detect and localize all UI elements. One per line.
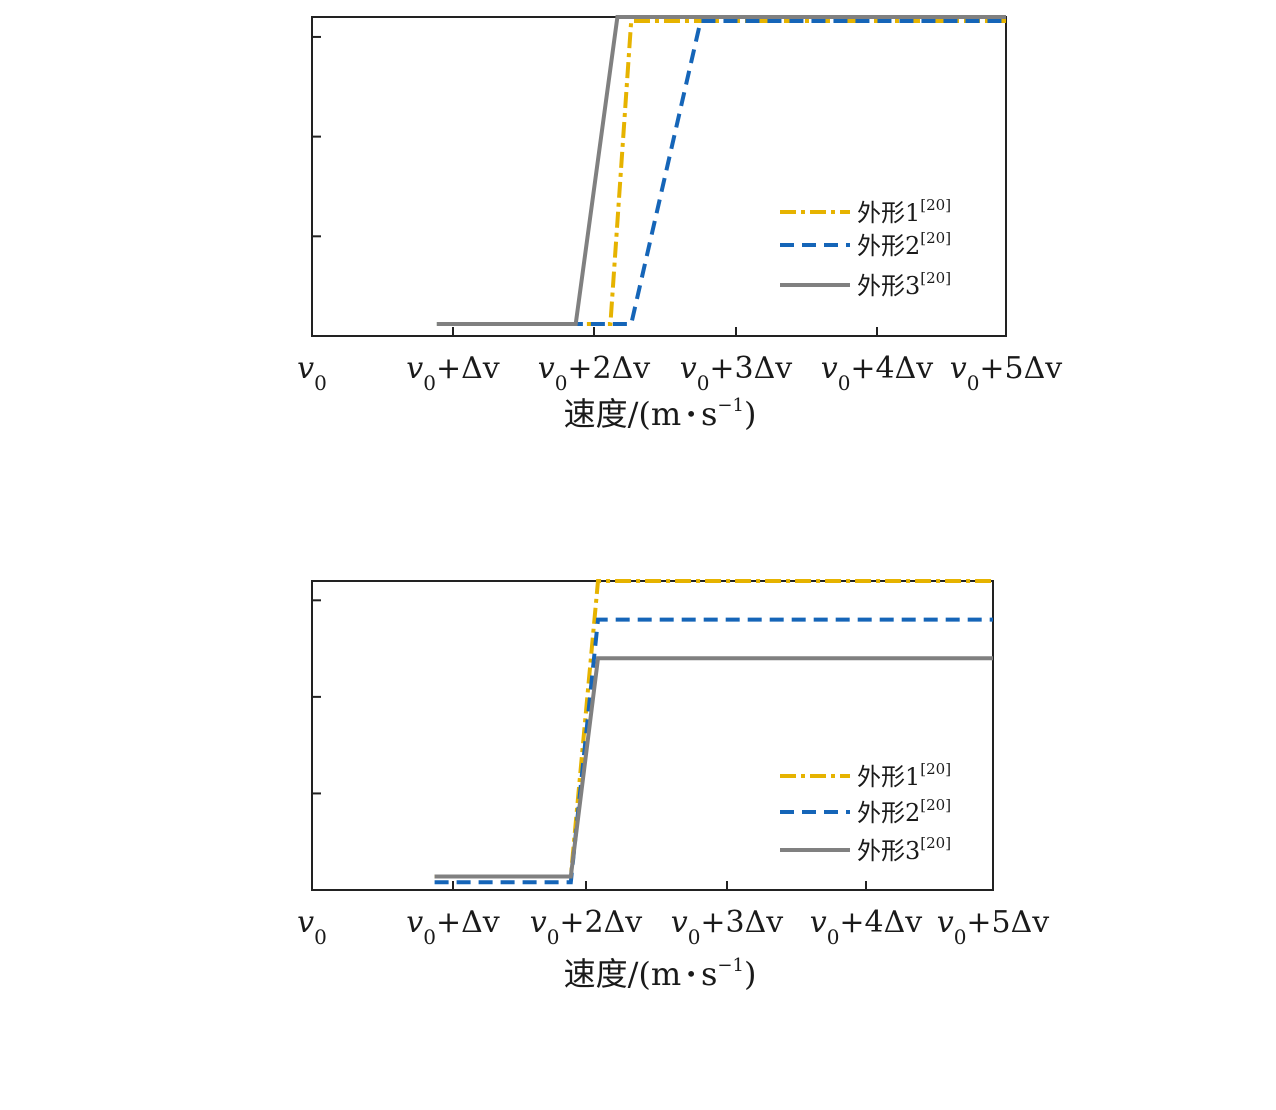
legend: 外形1[20]外形2[20]外形3[20] (780, 760, 951, 865)
legend: 外形1[20]外形2[20]外形3[20] (780, 196, 951, 300)
x-tick-subscript: 0 (688, 925, 701, 949)
x-tick-base: v (406, 351, 423, 386)
x-tick-label: v0+4Δv (821, 351, 934, 395)
x-tick-base: v (680, 351, 697, 386)
x-axis-label: 速度/(m • s−1) (564, 955, 757, 993)
x-tick-suffix: +5Δv (966, 905, 1049, 940)
legend-reference: [20] (920, 834, 951, 852)
x-tick-label: v0+Δv (406, 351, 499, 395)
x-tick-label: v0+4Δv (810, 905, 923, 949)
x-axis-label-dot: • (685, 962, 697, 986)
x-tick-subscript: 0 (423, 371, 436, 395)
series-line-3 (434, 656, 993, 879)
x-tick-suffix: +2Δv (567, 351, 650, 386)
legend-reference: [20] (920, 196, 951, 214)
x-tick-suffix: +3Δv (700, 905, 783, 940)
x-tick-subscript: 0 (547, 925, 560, 949)
legend-label: 外形3 (857, 837, 920, 865)
legend-entry-3: 外形3[20] (857, 269, 951, 300)
x-tick-suffix: +Δv (436, 905, 500, 940)
x-axis-label-close: ) (744, 395, 756, 433)
series-line-2 (434, 617, 993, 885)
x-tick-base: v (810, 905, 827, 940)
x-axis-label-dot: • (685, 402, 697, 426)
x-axis-label-close: ) (744, 955, 756, 993)
legend-entry-3: 外形3[20] (857, 834, 951, 865)
legend-entry-2: 外形2[20] (857, 796, 951, 827)
legend-label: 外形2 (857, 799, 920, 827)
x-tick-subscript: 0 (827, 925, 840, 949)
series-line-3 (436, 15, 1006, 326)
x-tick-suffix: +Δv (436, 351, 500, 386)
x-tick-subscript: 0 (838, 371, 851, 395)
x-tick-label: v0+5Δv (937, 905, 1050, 949)
x-tick-base: v (950, 351, 967, 386)
legend-reference: [20] (920, 269, 951, 287)
x-tick-subscript: 0 (954, 925, 967, 949)
x-axis-label-unit: s (701, 955, 717, 993)
x-tick-label: v0+Δv (406, 905, 499, 949)
x-tick-base: v (538, 351, 555, 386)
x-axis-label-unit: s (701, 395, 717, 433)
x-tick-label: v0+5Δv (950, 351, 1063, 395)
legend-entry-1: 外形1[20] (857, 760, 951, 791)
x-tick-subscript: 0 (555, 371, 568, 395)
x-tick-base: v (530, 905, 547, 940)
legend-label: 外形2 (857, 232, 920, 260)
x-tick-subscript: 0 (314, 371, 327, 395)
x-tick-label: v0+2Δv (538, 351, 651, 395)
legend-label: 外形1 (857, 763, 920, 791)
legend-label: 外形1 (857, 199, 920, 227)
x-axis-label-exponent: −1 (717, 395, 744, 416)
series-line-1 (434, 579, 993, 879)
legend-reference: [20] (920, 796, 951, 814)
x-axis-label-text: 速度/(m (564, 955, 682, 993)
x-tick-subscript: 0 (314, 925, 327, 949)
legend-reference: [20] (920, 760, 951, 778)
x-tick-subscript: 0 (697, 371, 710, 395)
legend-entry-1: 外形1[20] (857, 196, 951, 227)
x-tick-base: v (937, 905, 954, 940)
x-axis-label: 速度/(m • s−1) (564, 395, 757, 433)
x-tick-label: v0 (297, 905, 327, 949)
x-tick-base: v (297, 905, 314, 940)
x-tick-suffix: +3Δv (709, 351, 792, 386)
x-tick-label: v0+2Δv (530, 905, 643, 949)
x-tick-subscript: 0 (423, 925, 436, 949)
x-axis-label-exponent: −1 (717, 955, 744, 976)
x-tick-base: v (821, 351, 838, 386)
legend-entry-2: 外形2[20] (857, 229, 951, 260)
x-tick-label: v0+3Δv (671, 905, 784, 949)
x-tick-label: v0+3Δv (680, 351, 793, 395)
x-tick-suffix: +2Δv (559, 905, 642, 940)
x-tick-suffix: +4Δv (850, 351, 933, 386)
x-tick-base: v (406, 905, 423, 940)
x-tick-label: v0 (297, 351, 327, 395)
legend-label: 外形3 (857, 272, 920, 300)
x-axis-label-text: 速度/(m (564, 395, 682, 433)
x-tick-base: v (671, 905, 688, 940)
x-tick-suffix: +4Δv (839, 905, 922, 940)
x-tick-base: v (297, 351, 314, 386)
x-tick-suffix: +5Δv (979, 351, 1062, 386)
x-tick-subscript: 0 (967, 371, 980, 395)
legend-reference: [20] (920, 229, 951, 247)
